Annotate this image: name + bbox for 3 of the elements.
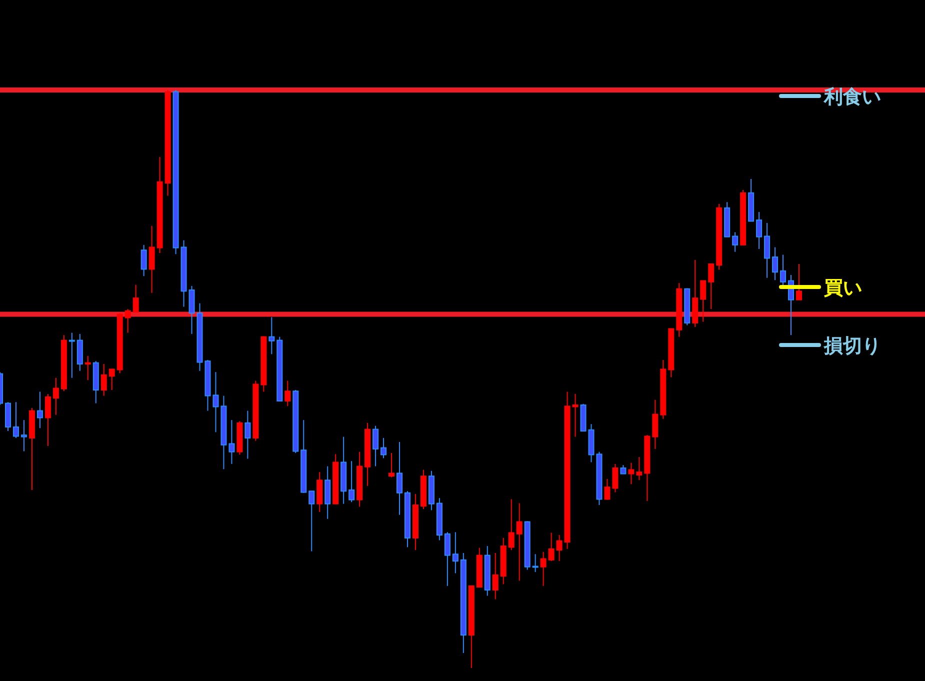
annotation: 損切り: [779, 335, 881, 357]
annotation: 買い: [779, 277, 862, 299]
annotation: 利食い: [779, 86, 881, 108]
